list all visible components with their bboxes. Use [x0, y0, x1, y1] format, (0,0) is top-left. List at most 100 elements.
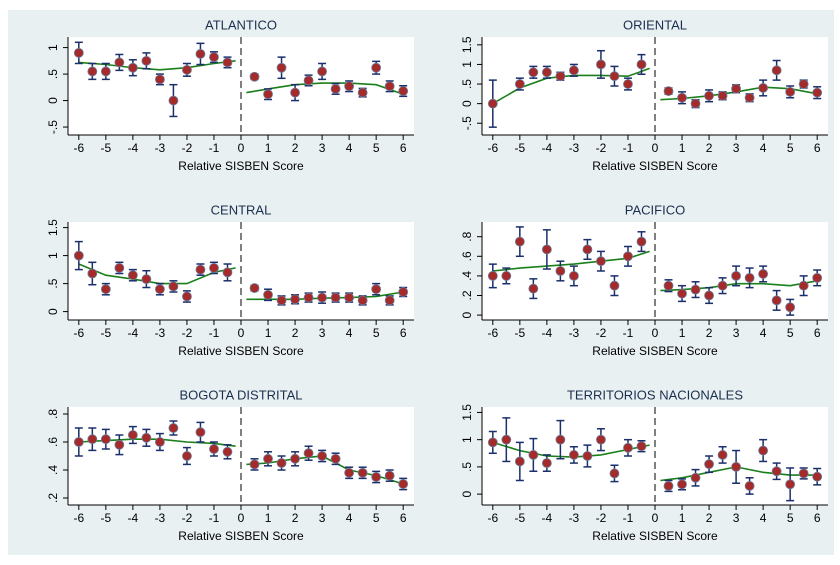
x-tick-label: -4 [542, 511, 553, 525]
y-tick-label: .5 [460, 79, 474, 89]
point [487, 270, 498, 281]
x-tick-label: 6 [400, 511, 407, 525]
point [141, 432, 152, 443]
point [771, 65, 782, 76]
point [528, 283, 539, 294]
point [357, 295, 368, 306]
point [609, 71, 620, 82]
point [758, 269, 769, 279]
x-tick-label: -3 [569, 326, 580, 340]
point [690, 284, 701, 295]
point [555, 434, 566, 445]
point [744, 92, 755, 103]
point [155, 74, 165, 85]
point [636, 441, 647, 452]
x-tick-label: -1 [623, 141, 634, 155]
point [371, 472, 382, 482]
x-tick-label: -2 [596, 511, 607, 525]
x-axis-label: Relative SISBEN Score [178, 529, 304, 543]
point [690, 98, 701, 109]
point [717, 280, 728, 291]
x-tick-label: 2 [706, 511, 713, 525]
point [141, 274, 152, 285]
x-tick-label: -6 [487, 141, 498, 155]
x-tick-label: 1 [265, 141, 272, 155]
x-tick-label: 1 [265, 511, 272, 525]
point [569, 65, 579, 76]
panel-title: TERRITORIOS NACIONALES [567, 387, 743, 402]
point [168, 95, 179, 106]
point [528, 450, 539, 460]
x-tick-label: -5 [101, 141, 112, 155]
point [384, 470, 395, 481]
point [168, 423, 179, 433]
point [596, 256, 606, 267]
panel-title: CENTRAL [211, 202, 272, 217]
y-tick-label: 0 [460, 311, 474, 318]
point [384, 81, 395, 92]
y-tick-label: -.5 [46, 120, 60, 134]
point [317, 66, 327, 77]
point [398, 86, 409, 96]
point [744, 481, 755, 491]
point [663, 481, 674, 491]
x-tick-label: -4 [542, 141, 553, 155]
point [73, 437, 84, 447]
point [609, 468, 620, 479]
point [195, 264, 206, 275]
x-tick-label: 3 [319, 141, 326, 155]
y-tick-label: .6 [46, 437, 60, 447]
point [541, 244, 552, 255]
point [127, 62, 138, 73]
point [222, 267, 233, 278]
point [798, 468, 809, 479]
x-tick-label: -4 [128, 326, 139, 340]
x-tick-label: 4 [346, 326, 353, 340]
point [303, 292, 314, 303]
point [798, 280, 809, 291]
point [344, 292, 355, 303]
point [704, 90, 714, 101]
x-tick-label: 2 [292, 511, 299, 525]
point [155, 437, 165, 447]
point [596, 434, 606, 445]
point [717, 90, 728, 101]
x-tick-label: -1 [209, 326, 220, 340]
point [263, 289, 273, 300]
point [771, 295, 782, 306]
x-tick-label: -2 [182, 326, 193, 340]
point [127, 430, 138, 440]
point [487, 98, 498, 109]
point [582, 451, 593, 461]
x-tick-label: -5 [515, 511, 526, 525]
point [569, 270, 579, 281]
x-axis-label: Relative SISBEN Score [592, 344, 718, 358]
point [330, 292, 341, 303]
x-tick-label: 3 [319, 511, 326, 525]
point [87, 66, 98, 77]
point [182, 64, 192, 75]
x-tick-label: -5 [101, 326, 112, 340]
point [155, 284, 165, 295]
point [87, 434, 98, 445]
point [582, 244, 593, 255]
point [127, 270, 138, 281]
x-tick-label: 2 [706, 326, 713, 340]
point [209, 444, 219, 454]
point [209, 263, 219, 273]
point [690, 472, 701, 483]
panel-title: ORIENTAL [623, 17, 687, 32]
x-tick-label: 3 [733, 511, 740, 525]
panel-title: ATLANTICO [205, 17, 277, 32]
y-tick-label: .2 [460, 290, 474, 300]
x-tick-label: 5 [373, 326, 380, 340]
point [209, 52, 219, 63]
point [114, 57, 125, 68]
x-tick-label: -5 [515, 326, 526, 340]
x-tick-label: -6 [73, 141, 84, 155]
point [623, 79, 633, 89]
x-tick-label: -1 [623, 511, 634, 525]
point [276, 458, 287, 468]
point [514, 236, 525, 247]
y-tick-label: 1 [460, 436, 474, 443]
